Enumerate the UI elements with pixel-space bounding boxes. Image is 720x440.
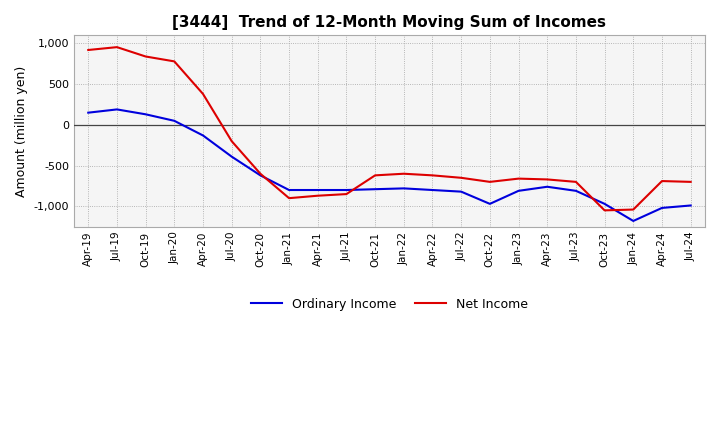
Net Income xyxy=(514,176,523,181)
Ordinary Income xyxy=(514,188,523,194)
Ordinary Income xyxy=(313,187,322,193)
Net Income xyxy=(84,48,93,53)
Line: Net Income: Net Income xyxy=(89,47,690,210)
Net Income xyxy=(400,171,408,176)
Ordinary Income xyxy=(112,107,121,112)
Net Income xyxy=(228,139,236,144)
Ordinary Income xyxy=(141,112,150,117)
Net Income xyxy=(141,54,150,59)
Line: Ordinary Income: Ordinary Income xyxy=(89,110,690,221)
Ordinary Income xyxy=(199,133,207,138)
Ordinary Income xyxy=(657,205,666,211)
Net Income xyxy=(600,208,609,213)
Net Income xyxy=(342,191,351,197)
Legend: Ordinary Income, Net Income: Ordinary Income, Net Income xyxy=(246,293,534,316)
Net Income xyxy=(371,173,379,178)
Ordinary Income xyxy=(457,189,466,194)
Net Income xyxy=(629,207,638,212)
Net Income xyxy=(686,179,695,184)
Ordinary Income xyxy=(170,118,179,124)
Ordinary Income xyxy=(84,110,93,115)
Net Income xyxy=(543,177,552,182)
Net Income xyxy=(256,171,265,176)
Ordinary Income xyxy=(371,187,379,192)
Net Income xyxy=(284,195,293,201)
Net Income xyxy=(199,92,207,97)
Net Income xyxy=(428,173,437,178)
Title: [3444]  Trend of 12-Month Moving Sum of Incomes: [3444] Trend of 12-Month Moving Sum of I… xyxy=(173,15,606,30)
Ordinary Income xyxy=(543,184,552,189)
Net Income xyxy=(485,179,494,184)
Net Income xyxy=(313,193,322,198)
Ordinary Income xyxy=(228,154,236,159)
Net Income xyxy=(572,179,580,184)
Ordinary Income xyxy=(600,201,609,206)
Ordinary Income xyxy=(686,203,695,208)
Net Income xyxy=(170,59,179,64)
Ordinary Income xyxy=(485,201,494,206)
Ordinary Income xyxy=(256,173,265,178)
Net Income xyxy=(457,175,466,180)
Ordinary Income xyxy=(572,188,580,194)
Ordinary Income xyxy=(629,218,638,224)
Y-axis label: Amount (million yen): Amount (million yen) xyxy=(15,66,28,197)
Net Income xyxy=(112,44,121,50)
Ordinary Income xyxy=(284,187,293,193)
Ordinary Income xyxy=(428,187,437,193)
Ordinary Income xyxy=(342,187,351,193)
Net Income xyxy=(657,178,666,183)
Ordinary Income xyxy=(400,186,408,191)
